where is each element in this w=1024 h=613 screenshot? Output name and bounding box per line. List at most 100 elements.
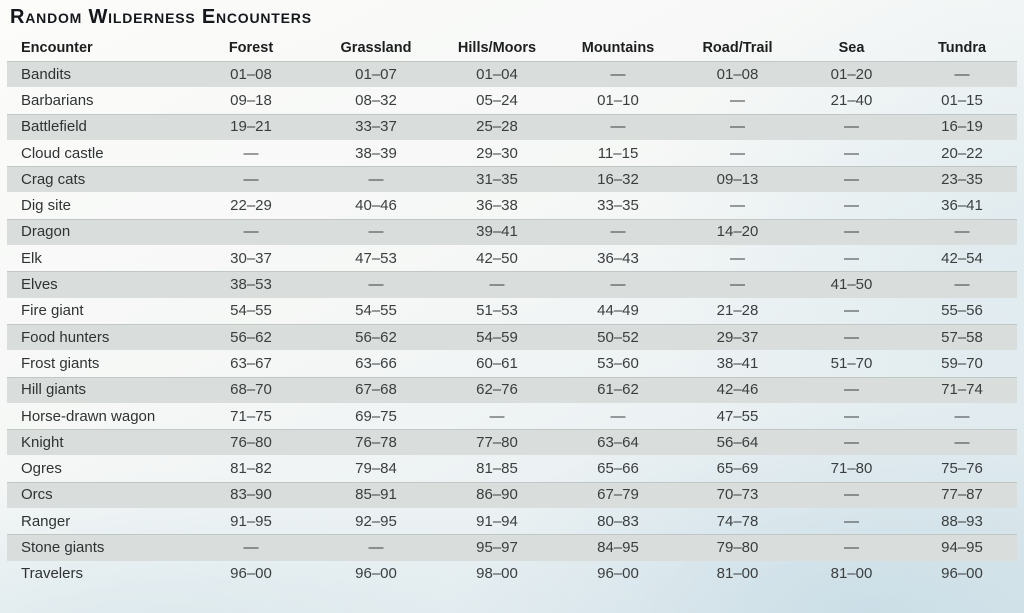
encounter-name: Food hunters	[21, 328, 110, 346]
dice-range-cell: 56–62	[355, 328, 397, 346]
encounter-name: Cloud castle	[21, 144, 104, 162]
dice-range-cell: —	[844, 249, 859, 267]
column-header-encounter: Encounter	[21, 39, 93, 56]
column-header-forest: Forest	[228, 39, 274, 56]
dice-range-cell: 79–80	[716, 538, 759, 556]
dice-range-cell: 71–74	[941, 381, 983, 399]
table-row: Elk 30–37 47–53 42–50 36–43 — — 42–54	[7, 245, 1017, 271]
table-row: Ranger 91–95 92–95 91–94 80–83 74–78 — 88–93	[7, 508, 1017, 534]
dice-range-cell: 62–76	[476, 381, 518, 399]
encounter-name: Barbarians	[21, 91, 94, 109]
table-row: Food hunters 56–62 56–62 54–59 50–52 29–37 — 57…	[7, 323, 1017, 351]
dice-range-cell: —	[844, 197, 859, 215]
dice-range-cell: —	[954, 65, 970, 83]
dice-range-cell: 21–40	[830, 91, 873, 109]
dice-range-cell: 92–95	[355, 512, 397, 530]
dice-range-cell: 19–21	[230, 118, 272, 136]
dice-range-cell: 79–84	[355, 460, 397, 478]
dice-range-cell: 96–00	[941, 565, 983, 583]
encounter-name: Ogres	[21, 460, 62, 478]
encounter-name: Dig site	[21, 197, 72, 215]
dice-range-cell: 22–29	[230, 197, 272, 215]
dice-range-cell: —	[954, 276, 970, 294]
encounter-name: Elk	[21, 249, 42, 267]
encounter-table-body: Bandits 01–08 01–07 01–04 — 01–08 01–20 — Barbar…	[7, 61, 1017, 587]
encounter-name: Elves	[21, 276, 58, 294]
dice-range-cell: 11–15	[597, 144, 639, 162]
dice-range-cell: 31–35	[476, 170, 518, 188]
table-row: Dig site 22–29 40–46 36–38 33–35 — — 36–41	[7, 192, 1017, 218]
dice-range-cell: 01–04	[476, 65, 518, 83]
dice-range-cell: 09–13	[716, 170, 759, 188]
column-header-sea: Sea	[838, 39, 865, 56]
dice-range-cell: —	[730, 91, 745, 109]
dice-range-cell: 47–53	[355, 249, 397, 267]
dice-range-cell: 44–49	[597, 302, 639, 320]
column-header-hills-moors: Hills/Moors	[457, 39, 537, 56]
dice-range-cell: 01–08	[716, 65, 759, 83]
dice-range-cell: 83–90	[230, 486, 272, 504]
encounter-name: Orcs	[21, 486, 53, 504]
dice-range-cell: —	[243, 538, 259, 556]
dice-range-cell: —	[844, 170, 859, 188]
dice-range-cell: 67–79	[597, 486, 639, 504]
dice-range-cell: 42–46	[716, 381, 759, 399]
encounter-name: Frost giants	[21, 354, 100, 372]
dice-range-cell: —	[844, 118, 859, 136]
dice-range-cell: 14–20	[716, 223, 759, 241]
dice-range-cell: 08–32	[355, 91, 397, 109]
dice-range-cell: 05–24	[476, 91, 518, 109]
dice-range-cell: 53–60	[597, 354, 639, 372]
dice-range-cell: —	[489, 407, 505, 425]
dice-range-cell: 91–95	[230, 512, 272, 530]
dice-range-cell: 84–95	[597, 538, 639, 556]
dice-range-cell: 36–41	[941, 197, 983, 215]
dice-range-cell: 16–32	[597, 170, 639, 188]
dice-range-cell: 81–00	[830, 565, 873, 583]
table-row: Ogres 81–82 79–84 81–85 65–66 65–69 71–80 75–76	[7, 455, 1017, 481]
table-row: Cloud castle — 38–39 29–30 11–15 — — 20–22	[7, 140, 1017, 166]
dice-range-cell: 70–73	[716, 486, 759, 504]
encounter-table: Encounter Forest Grassland Hills/Moors M…	[7, 34, 1017, 587]
dice-range-cell: 38–39	[355, 144, 397, 162]
dice-range-cell: 51–70	[830, 354, 873, 372]
column-header-road-trail: Road/Trail	[702, 39, 773, 56]
dice-range-cell: 50–52	[597, 328, 639, 346]
dice-range-cell: —	[844, 512, 859, 530]
page-title: Random Wilderness Encounters	[10, 6, 312, 28]
encounter-name: Fire giant	[21, 302, 84, 320]
table-row: Battlefield 19–21 33–37 25–28 — — — 16–19	[7, 113, 1017, 140]
dice-range-cell: 59–70	[941, 354, 983, 372]
dice-range-cell: 57–58	[941, 328, 983, 346]
dice-range-cell: 36–43	[597, 249, 639, 267]
dice-range-cell: 86–90	[476, 486, 518, 504]
dice-range-cell: 25–28	[476, 118, 518, 136]
dice-range-cell: —	[730, 144, 745, 162]
dice-range-cell: 01–10	[597, 91, 639, 109]
dice-range-cell: —	[844, 407, 859, 425]
dice-range-cell: —	[730, 197, 745, 215]
dice-range-cell: —	[954, 407, 970, 425]
dice-range-cell: 77–87	[941, 486, 983, 504]
encounter-name: Knight	[21, 433, 64, 451]
encounter-name: Horse-drawn wagon	[21, 407, 156, 425]
dice-range-cell: 33–37	[355, 118, 397, 136]
dice-range-cell: 54–59	[476, 328, 518, 346]
dice-range-cell: 23–35	[941, 170, 983, 188]
dice-range-cell: 96–00	[230, 565, 272, 583]
dice-range-cell: 68–70	[230, 381, 272, 399]
dice-range-cell: —	[368, 170, 384, 188]
dice-range-cell: —	[844, 328, 859, 346]
dice-range-cell: 60–61	[476, 354, 518, 372]
table-row: Crag cats — — 31–35 16–32 09–13 — 23–35	[7, 166, 1017, 193]
dice-range-cell: 54–55	[230, 302, 272, 320]
dice-range-cell: 39–41	[476, 223, 518, 241]
dice-range-cell: 76–80	[230, 433, 272, 451]
dice-range-cell: 65–66	[597, 460, 639, 478]
table-row: Orcs 83–90 85–91 86–90 67–79 70–73 — 77–87	[7, 481, 1017, 509]
dice-range-cell: 33–35	[597, 197, 639, 215]
dice-range-cell: 01–07	[355, 65, 397, 83]
dice-range-cell: 74–78	[716, 512, 759, 530]
dice-range-cell: 80–83	[597, 512, 639, 530]
